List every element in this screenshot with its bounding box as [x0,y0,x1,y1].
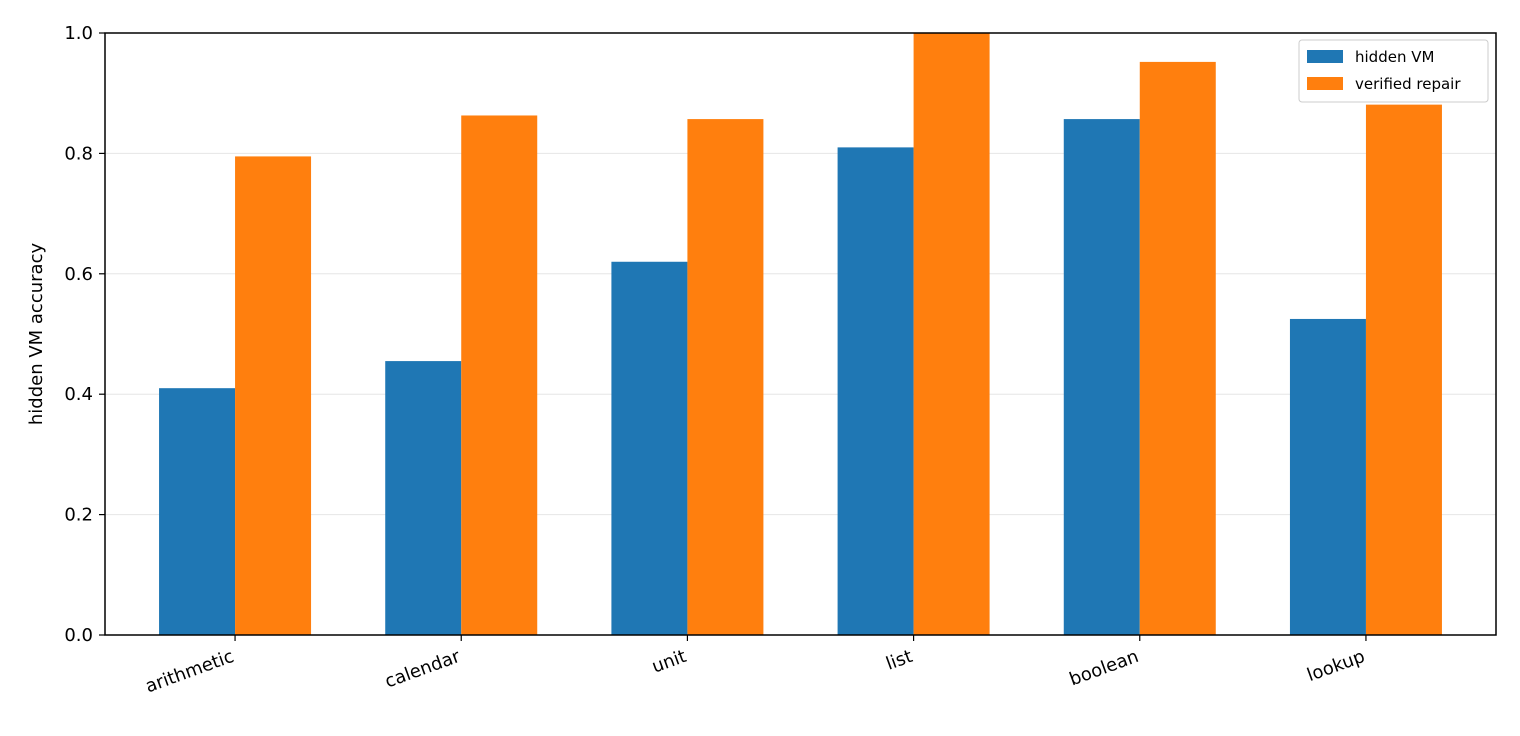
bar-hidden-VM-list [837,147,914,635]
bar-hidden-VM-arithmetic [159,388,236,635]
x-tick-label: calendar [382,646,463,693]
bar-hidden-VM-lookup [1289,318,1366,635]
legend: hidden VM verified repair [1298,39,1489,103]
bar-verified-repair-arithmetic [235,156,312,635]
x-tick-label: unit [649,646,689,678]
legend-label: verified repair [1355,75,1461,93]
legend-label: hidden VM [1355,48,1434,66]
x-tick-label: list [883,646,915,675]
x-axis-ticks: arithmetic calendar unit list boolean lookup [143,635,1368,697]
legend-swatch [1307,77,1343,90]
bar-verified-repair-calendar [461,115,538,635]
y-tick-label: 0.6 [64,264,93,285]
x-tick-label: boolean [1067,646,1142,690]
y-tick-label: 0.0 [64,625,93,646]
plot-frame [104,32,1497,636]
y-tick-label: 0.2 [64,505,93,526]
legend-box [1298,39,1489,103]
y-axis-ticks: 0.0 0.2 0.4 0.6 0.8 1.0 [64,23,105,646]
bar-hidden-VM-unit [611,261,688,635]
y-tick-label: 1.0 [64,23,93,44]
bar-verified-repair-boolean [1139,61,1216,636]
y-axis-label: hidden VM accuracy [26,243,47,426]
y-tick-label: 0.4 [64,384,93,405]
bar-hidden-VM-calendar [385,361,462,635]
y-tick-label: 0.8 [64,143,93,164]
x-tick-label: arithmetic [143,646,237,697]
bars [159,33,1442,636]
legend-swatch [1307,50,1343,63]
bar-verified-repair-unit [687,119,764,635]
bar-hidden-VM-boolean [1063,119,1140,635]
bar-verified-repair-lookup [1365,104,1442,635]
grid-lines [105,152,1496,516]
x-tick-label: lookup [1304,646,1367,686]
bar-verified-repair-list [913,33,990,635]
